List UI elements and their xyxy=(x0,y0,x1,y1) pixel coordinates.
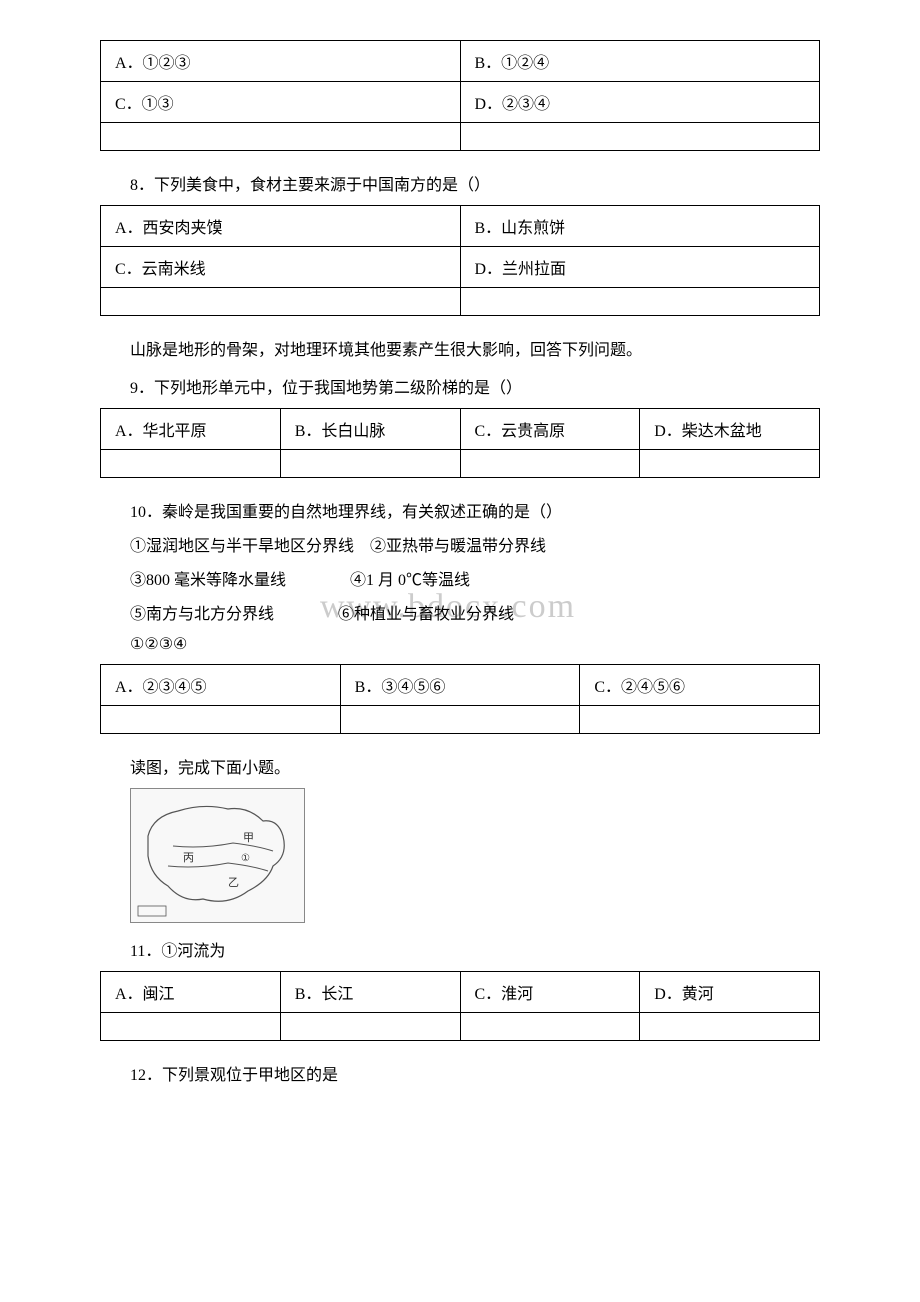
q11-options-table: A．闽江 B．长江 C．淮河 D．黄河 xyxy=(100,971,820,1041)
q10-line2: ③800 毫米等降水量线 ④1 月 0℃等温线 xyxy=(100,566,820,590)
option-a: A．西安肉夹馍 xyxy=(101,206,461,247)
option-b: B．③④⑤⑥ xyxy=(340,665,580,706)
option-d: D．柴达木盆地 xyxy=(640,409,820,450)
option-b: B．长白山脉 xyxy=(280,409,460,450)
empty-cell xyxy=(640,1013,820,1041)
svg-text:丙: 丙 xyxy=(183,852,194,864)
q10-line3: ⑤南方与北方分界线 ⑥种植业与畜牧业分界线 xyxy=(100,600,820,624)
option-d: D．黄河 xyxy=(640,972,820,1013)
empty-cell xyxy=(101,450,281,478)
empty-cell xyxy=(101,706,341,734)
q8-options-table: A．西安肉夹馍 B．山东煎饼 C．云南米线 D．兰州拉面 xyxy=(100,205,820,316)
empty-cell xyxy=(460,123,820,151)
q10-line1: ①湿润地区与半干旱地区分界线 ②亚热带与暖温带分界线 xyxy=(100,532,820,556)
intro-11: 读图，完成下面小题。 xyxy=(100,754,820,778)
empty-cell xyxy=(460,450,640,478)
option-d: D．兰州拉面 xyxy=(460,247,820,288)
empty-cell xyxy=(580,706,820,734)
svg-text:①: ① xyxy=(241,853,250,864)
option-c: C．云南米线 xyxy=(101,247,461,288)
option-b: B．①②④ xyxy=(460,41,820,82)
option-c: C．①③ xyxy=(101,82,461,123)
empty-cell xyxy=(460,1013,640,1041)
svg-text:甲: 甲 xyxy=(243,832,254,844)
empty-cell xyxy=(280,450,460,478)
svg-text:乙: 乙 xyxy=(228,876,239,889)
option-a: A．①②③ xyxy=(101,41,461,82)
intro-9: 山脉是地形的骨架，对地理环境其他要素产生很大影响，回答下列问题。 xyxy=(100,336,820,360)
q9-options-table: A．华北平原 B．长白山脉 C．云贵高原 D．柴达木盆地 xyxy=(100,408,820,478)
empty-cell xyxy=(101,123,461,151)
option-c: C．淮河 xyxy=(460,972,640,1013)
china-map-image: 甲 丙 乙 ① xyxy=(130,788,305,923)
option-b: B．长江 xyxy=(280,972,460,1013)
option-c: C．②④⑤⑥ xyxy=(580,665,820,706)
q10-text: 10．秦岭是我国重要的自然地理界线，有关叙述正确的是（） xyxy=(100,498,820,522)
option-a: A．闽江 xyxy=(101,972,281,1013)
empty-cell xyxy=(640,450,820,478)
q10-line4: ①②③④ xyxy=(100,634,820,654)
map-svg-icon: 甲 丙 乙 ① xyxy=(133,791,303,921)
option-a: A．华北平原 xyxy=(101,409,281,450)
q8-text: 8．下列美食中，食材主要来源于中国南方的是（） xyxy=(100,171,820,195)
option-b: B．山东煎饼 xyxy=(460,206,820,247)
q10-options-table: A．②③④⑤ B．③④⑤⑥ C．②④⑤⑥ xyxy=(100,664,820,734)
empty-cell xyxy=(101,1013,281,1041)
empty-cell xyxy=(460,288,820,316)
empty-cell xyxy=(280,1013,460,1041)
q7-options-table: A．①②③ B．①②④ C．①③ D．②③④ xyxy=(100,40,820,151)
q11-text: 11．①河流为 xyxy=(100,937,820,961)
option-c: C．云贵高原 xyxy=(460,409,640,450)
option-d: D．②③④ xyxy=(460,82,820,123)
empty-cell xyxy=(101,288,461,316)
q9-text: 9．下列地形单元中，位于我国地势第二级阶梯的是（） xyxy=(100,374,820,398)
q12-text: 12．下列景观位于甲地区的是 xyxy=(100,1061,820,1085)
option-a: A．②③④⑤ xyxy=(101,665,341,706)
empty-cell xyxy=(340,706,580,734)
